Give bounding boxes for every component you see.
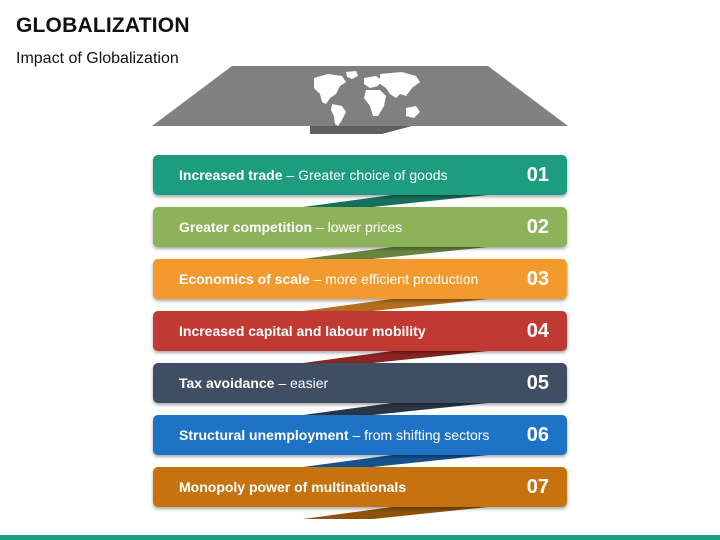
list-item-text: Increased capital and labour mobility <box>179 311 426 351</box>
page-title: GLOBALIZATION <box>16 14 190 37</box>
list-item-number: 06 <box>526 424 549 446</box>
list-item-text: Structural unemployment – from shifting … <box>179 415 489 455</box>
list-item-number: 07 <box>526 476 549 498</box>
list-item: Monopoly power of multinationals 07 <box>153 467 567 507</box>
list-item-heading: Increased capital and labour mobility <box>179 323 426 339</box>
ribbon-fold <box>303 349 507 363</box>
ribbon-fold <box>303 297 507 311</box>
list-item-heading: Increased trade <box>179 167 283 183</box>
roof-graphic <box>152 66 568 134</box>
ribbon-fold <box>303 401 507 415</box>
page-subtitle: Impact of Globalization <box>16 50 179 67</box>
ribbon-fold <box>303 193 507 207</box>
footer-bar <box>0 535 720 540</box>
list-item-detail: – Greater choice of goods <box>282 167 448 183</box>
list-item-heading: Structural unemployment <box>179 427 349 443</box>
list-item-text: Greater competition – lower prices <box>179 207 402 247</box>
list-item-detail: – easier <box>274 375 329 391</box>
roof-shape <box>152 66 568 126</box>
list-item-text: Tax avoidance – easier <box>179 363 328 403</box>
list-item-text: Monopoly power of multinationals <box>179 467 406 507</box>
list-item-detail: – lower prices <box>312 219 403 235</box>
list-item: Increased capital and labour mobility 04 <box>153 311 567 351</box>
list-item-number: 05 <box>526 372 549 394</box>
list-item-number: 01 <box>526 164 549 186</box>
list-item-number: 04 <box>526 320 549 342</box>
list-item-heading: Economics of scale <box>179 271 310 287</box>
list-item-detail: – from shifting sectors <box>348 427 490 443</box>
list-item-number: 03 <box>526 268 549 290</box>
list-item-heading: Tax avoidance <box>179 375 275 391</box>
roof-underside <box>310 126 412 134</box>
list-item-detail: – more efficient production <box>309 271 479 287</box>
ribbon-fold <box>303 505 507 519</box>
list-item-heading: Monopoly power of multinationals <box>179 479 407 495</box>
ribbon-fold <box>303 245 507 259</box>
list-item: Greater competition – lower prices 02 <box>153 207 567 247</box>
list-item-number: 02 <box>526 216 549 238</box>
list-item: Increased trade – Greater choice of good… <box>153 155 567 195</box>
list-item-heading: Greater competition <box>179 219 313 235</box>
list-item-text: Economics of scale – more efficient prod… <box>179 259 478 299</box>
list-item: Structural unemployment – from shifting … <box>153 415 567 455</box>
list-item-text: Increased trade – Greater choice of good… <box>179 155 448 195</box>
world-map-icon <box>314 71 420 126</box>
list-item: Tax avoidance – easier 05 <box>153 363 567 403</box>
list-item: Economics of scale – more efficient prod… <box>153 259 567 299</box>
ribbon-fold <box>303 453 507 467</box>
